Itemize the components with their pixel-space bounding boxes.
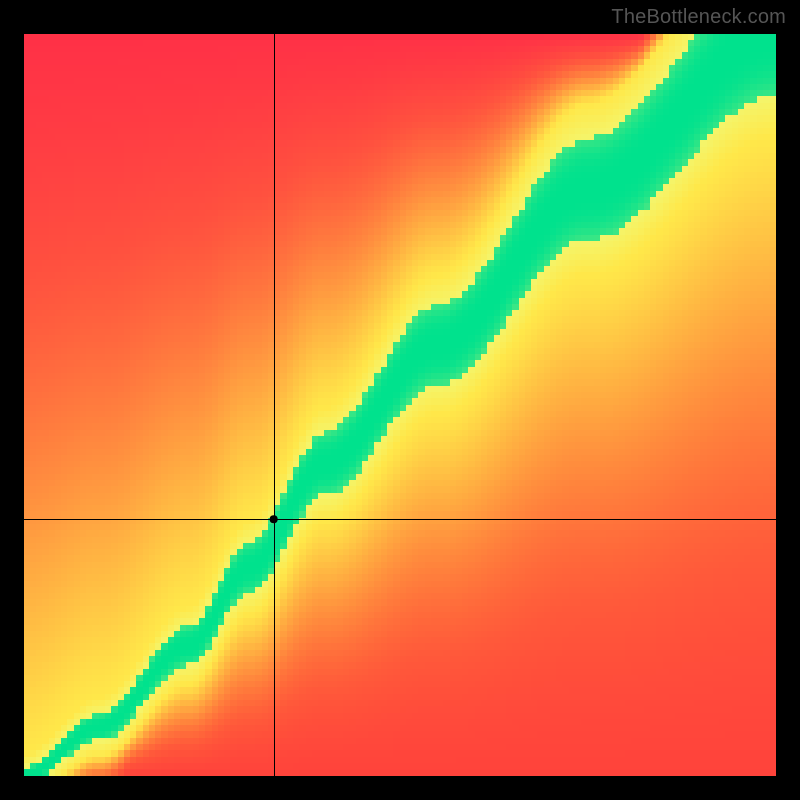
plot-area [24,34,776,776]
heatmap-canvas [24,34,776,776]
chart-frame: TheBottleneck.com [0,0,800,800]
watermark-text: TheBottleneck.com [611,6,786,29]
